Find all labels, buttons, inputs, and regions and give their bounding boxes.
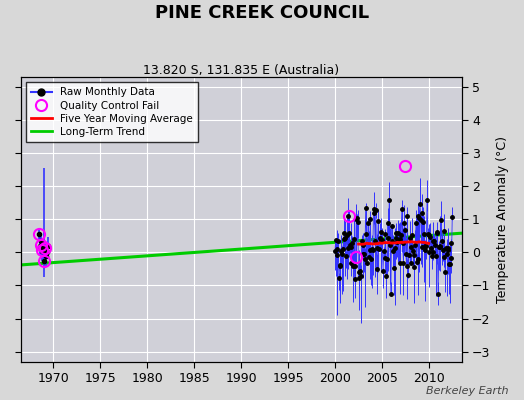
Y-axis label: Temperature Anomaly (°C): Temperature Anomaly (°C) — [496, 136, 509, 303]
Text: Berkeley Earth: Berkeley Earth — [426, 386, 508, 396]
Title: 13.820 S, 131.835 E (Australia): 13.820 S, 131.835 E (Australia) — [143, 64, 339, 77]
Legend: Raw Monthly Data, Quality Control Fail, Five Year Moving Average, Long-Term Tren: Raw Monthly Data, Quality Control Fail, … — [26, 82, 198, 142]
Text: PINE CREEK COUNCIL: PINE CREEK COUNCIL — [155, 4, 369, 22]
